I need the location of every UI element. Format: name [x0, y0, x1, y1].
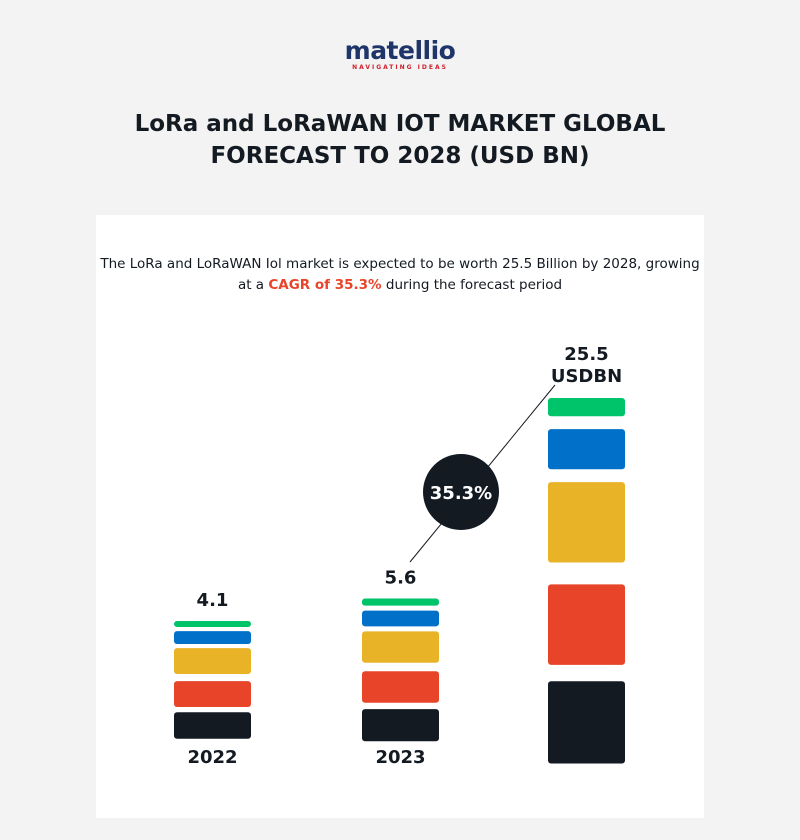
bar-segment: [174, 681, 251, 707]
matellio-logo: matellio NAVIGATING IDEAS: [0, 36, 800, 72]
bar-segment: [362, 709, 439, 742]
cagr-highlight: CAGR of 35.3%: [268, 277, 382, 293]
bar-segment: [548, 482, 625, 563]
data-label: 4.1: [197, 590, 229, 611]
bar-segment: [174, 712, 251, 739]
data-label-unit: USDBN: [551, 366, 622, 387]
bar-segment: [362, 631, 439, 663]
bar-segment: [362, 598, 439, 606]
logo-name: matellio: [344, 36, 456, 65]
cagr-badge: [423, 454, 499, 530]
subtitle-text: The LoRa and LoRaWAN Iol market is expec…: [100, 256, 700, 293]
subtitle-text-end: during the forecast period: [381, 277, 563, 293]
x-tick-label: 2028: [561, 747, 611, 768]
logo-tagline: NAVIGATING IDEAS: [352, 64, 448, 71]
chart-subtitle: The LoRa and LoRaWAN Iol market is expec…: [96, 254, 704, 296]
cagr-label: 35.3%: [430, 483, 492, 504]
bar-segment: [362, 610, 439, 627]
bar-segment: [548, 429, 625, 470]
bar-segment: [174, 621, 251, 627]
x-tick-label: 2022: [187, 747, 237, 768]
bar-2022: [174, 621, 251, 739]
data-label: 5.6: [385, 567, 417, 588]
bar-segment: [548, 584, 625, 665]
data-label: 25.5: [564, 344, 608, 365]
bar-segment: [362, 671, 439, 703]
bar-segment: [548, 398, 625, 417]
page-title: LoRa and LoRaWAN IOT MARKET GLOBAL FOREC…: [0, 108, 800, 172]
bar-2023: [362, 598, 439, 742]
bar-segment: [174, 631, 251, 645]
bar-segment: [548, 681, 625, 764]
title-line-2: FORECAST TO 2028 (USD BN): [210, 143, 590, 169]
title-line-1: LoRa and LoRaWAN IOT MARKET GLOBAL: [134, 111, 666, 137]
bar-segment: [174, 648, 251, 675]
bar-2028: [548, 398, 625, 764]
x-tick-label: 2023: [375, 747, 425, 768]
